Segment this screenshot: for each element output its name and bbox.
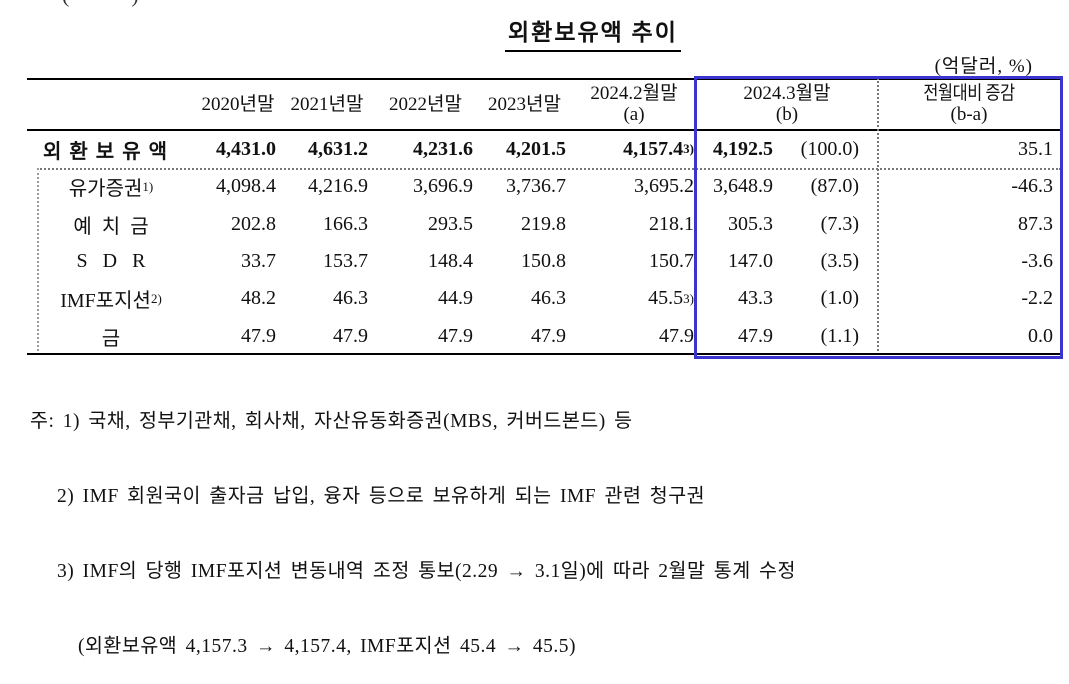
value-cell-feb: 3,695.2 xyxy=(634,175,694,198)
value-cell: 4,431.0 xyxy=(216,137,276,160)
row-label-imf-position: IMF포지션 2) xyxy=(60,290,162,313)
value-cell: 47.9 xyxy=(333,324,368,347)
header-2023: 2023년말 xyxy=(488,93,561,115)
value-cell-mar: 3,648.9 (87.0) xyxy=(713,175,859,198)
footnote-2: 2) IMF 회원국이 출자금 납입, 융자 등으로 보유하게 되는 IMF 관… xyxy=(57,486,706,507)
value-cell: 47.9 xyxy=(438,324,473,347)
footnotes: 주: 1) 국채, 정부기관채, 회사채, 자산유동화증권(MBS, 커버드본드… xyxy=(30,359,796,684)
value-cell: 3,696.9 xyxy=(413,175,473,198)
value-cell: 150.8 xyxy=(521,249,566,272)
value-cell-feb: 150.7 xyxy=(649,249,694,272)
clipped-top-text: ( ) xyxy=(62,0,322,7)
value-cell-mar: 305.3 (7.3) xyxy=(728,212,859,235)
diff-cell: -2.2 xyxy=(1021,287,1053,310)
value-cell: 153.7 xyxy=(323,249,368,272)
value-cell: 47.9 xyxy=(241,324,276,347)
value-cell: 4,098.4 xyxy=(216,175,276,198)
value-cell-mar: 47.9 (1.1) xyxy=(738,324,859,347)
diff-cell: 87.3 xyxy=(1018,212,1053,235)
value-cell-mar: 43.3 (1.0) xyxy=(738,287,859,310)
value-cell: 4,631.2 xyxy=(308,137,368,160)
row-label-sdr: S D R xyxy=(76,249,146,272)
diff-cell: -46.3 xyxy=(1011,175,1053,198)
page-title: 외환보유액 추이 xyxy=(505,13,681,52)
value-cell: 47.9 xyxy=(531,324,566,347)
highlight-box-current-month xyxy=(694,76,1063,359)
header-2024-mar: 2024.3월말 (b) xyxy=(743,83,831,125)
fx-reserves-table: 2020년말 2021년말 2022년말 2023년말 2024.2월말 (a) … xyxy=(27,76,1063,359)
value-cell: 48.2 xyxy=(241,287,276,310)
row-label-securities: 유가증권 1) xyxy=(68,178,154,201)
value-cell: 33.7 xyxy=(241,249,276,272)
header-2022: 2022년말 xyxy=(389,93,462,115)
row-label-gold: 금 xyxy=(101,327,121,350)
value-cell: 44.9 xyxy=(438,287,473,310)
value-cell-feb: 45.5 3) xyxy=(648,287,694,310)
header-2020: 2020년말 xyxy=(201,93,275,115)
header-rowlabel xyxy=(27,78,195,130)
value-cell: 4,216.9 xyxy=(308,175,368,198)
row-label-deposits: 예 치 금 xyxy=(73,215,149,238)
value-cell: 148.4 xyxy=(428,249,473,272)
diff-cell: 35.1 xyxy=(1018,137,1053,160)
value-cell: 46.3 xyxy=(531,287,566,310)
value-cell: 46.3 xyxy=(333,287,368,310)
header-2021: 2021년말 xyxy=(290,93,364,115)
unit-note: (억달러, %) xyxy=(934,56,1033,77)
diff-cell: 0.0 xyxy=(1028,324,1053,347)
value-cell-feb: 4,157.4 3) xyxy=(623,137,694,160)
footnote-3-continued: (외환보유액 4,157.3 → 4,157.4, IMF포지션 45.4 → … xyxy=(78,636,576,657)
table-grid: 2020년말 2021년말 2022년말 2023년말 2024.2월말 (a) … xyxy=(27,78,1061,355)
value-cell-mar: 147.0 (3.5) xyxy=(728,249,859,272)
value-cell: 4,201.5 xyxy=(506,137,566,160)
value-cell: 4,231.6 xyxy=(413,137,473,160)
value-cell: 3,736.7 xyxy=(506,175,566,198)
header-mom-change: 전월대비 증감 (b-a) xyxy=(923,83,1015,125)
value-cell: 293.5 xyxy=(428,212,473,235)
value-cell: 166.3 xyxy=(323,212,368,235)
footnote-3: 3) IMF의 당행 IMF포지션 변동내역 조정 통보(2.29 → 3.1일… xyxy=(57,561,796,582)
diff-cell: -3.6 xyxy=(1021,249,1053,272)
value-cell: 202.8 xyxy=(231,212,276,235)
header-2024-feb: 2024.2월말 (a) xyxy=(590,83,678,125)
footnote-1: 주: 1) 국채, 정부기관채, 회사채, 자산유동화증권(MBS, 커버드본드… xyxy=(30,411,633,432)
value-cell-feb: 47.9 xyxy=(659,324,694,347)
value-cell-mar: 4,192.5 (100.0) xyxy=(713,137,859,160)
row-label-total: 외환보유액 xyxy=(43,140,175,163)
value-cell-feb: 218.1 xyxy=(649,212,694,235)
value-cell: 219.8 xyxy=(521,212,566,235)
